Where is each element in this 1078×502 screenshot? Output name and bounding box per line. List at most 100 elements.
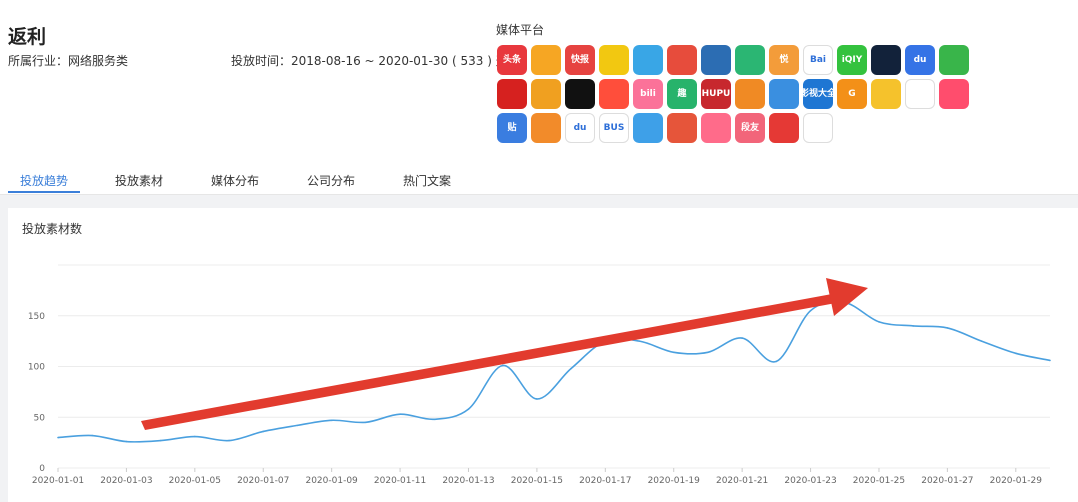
- series-line: [57, 300, 1051, 443]
- tab-trend[interactable]: 投放趋势: [20, 174, 69, 188]
- media-icon-row: 头条 快报 悦 Bai iQIY du: [497, 45, 987, 75]
- data-point: [433, 418, 436, 421]
- tencent-video-icon[interactable]: [735, 45, 765, 75]
- data-point: [194, 435, 196, 438]
- x-tick-label: 2020-01-27: [921, 476, 973, 486]
- active-tab-indicator: [8, 191, 80, 193]
- page-title: 返利: [8, 26, 47, 48]
- swallow-icon[interactable]: [769, 79, 799, 109]
- x-tick-label: 2020-01-05: [169, 476, 221, 486]
- tieba-icon[interactable]: 贴: [497, 113, 527, 143]
- baidu-search-icon[interactable]: Bai: [803, 45, 833, 75]
- ifeng-icon[interactable]: [667, 45, 697, 75]
- tab-hot-copy[interactable]: 热门文案: [403, 174, 452, 188]
- data-point: [878, 321, 880, 323]
- x-tick-label: 2020-01-03: [100, 476, 152, 486]
- x-tick-label: 2020-01-11: [374, 476, 426, 486]
- douyin-icon[interactable]: [565, 79, 595, 109]
- x-tick-label: 2020-01-23: [784, 476, 836, 486]
- data-point: [741, 337, 743, 339]
- period-text: 投放时间：2018-08-16 ~ 2020-01-30 ( 533 ) 天: [231, 54, 508, 68]
- industry-text: 所属行业：网络服务类: [8, 54, 129, 68]
- media-icon-row: bili 趣 HUPU 影视大全 G: [497, 79, 987, 109]
- kuaibao-icon[interactable]: 快报: [565, 45, 595, 75]
- data-point: [125, 440, 128, 443]
- yingshi-daquan-icon[interactable]: 影视大全: [803, 79, 833, 109]
- qutoutiao-icon[interactable]: 趣: [667, 79, 697, 109]
- data-point: [159, 439, 162, 442]
- bilibili-icon[interactable]: bili: [633, 79, 663, 109]
- data-point: [536, 398, 538, 400]
- data-point: [809, 309, 812, 312]
- baidu-du-icon[interactable]: du: [905, 45, 935, 75]
- arrow-head: [826, 278, 868, 316]
- x-tick-label: 2020-01-09: [305, 476, 358, 486]
- video-play-icon[interactable]: [939, 79, 969, 109]
- green-app-icon[interactable]: [939, 45, 969, 75]
- baidu-paw-icon[interactable]: du: [565, 113, 595, 143]
- qq-icon[interactable]: [803, 113, 833, 143]
- data-point: [570, 367, 572, 370]
- data-point: [330, 419, 333, 422]
- tab-bar: 投放趋势 投放素材 媒体分布 公司分布 热门文案: [0, 160, 1078, 195]
- data-point: [399, 413, 401, 416]
- wannianli-icon[interactable]: [667, 113, 697, 143]
- data-point: [228, 439, 230, 442]
- g-app-icon[interactable]: G: [837, 79, 867, 109]
- media-icon-grid: 头条 快报悦 Bai iQIY du bili 趣 HUPU 影视大全 G 贴 du BUS 段友: [497, 45, 987, 147]
- x-tick-label: 2020-01-19: [648, 476, 701, 486]
- qiyi-bubble-icon[interactable]: [701, 45, 731, 75]
- pink-face-icon[interactable]: [701, 113, 731, 143]
- x-tick-label: 2020-01-15: [511, 476, 563, 486]
- play-red-icon[interactable]: [599, 79, 629, 109]
- duanyou-icon[interactable]: 段友: [735, 113, 765, 143]
- chart-card-title: 投放素材数: [22, 222, 83, 236]
- cartoon-face-icon[interactable]: [769, 113, 799, 143]
- trend-line-chart: 0 50 100 150 2020-01-01 2020-01-03 2020-01-05 2…: [28, 264, 1051, 486]
- arrow-shaft: [141, 294, 836, 430]
- data-point: [365, 421, 367, 424]
- y-tick-label: 100: [28, 363, 45, 373]
- ring-app-icon[interactable]: [905, 79, 935, 109]
- kuaishou-icon[interactable]: [599, 45, 629, 75]
- media-icon-row: 贴 du BUS 段友: [497, 113, 987, 143]
- youku-record-icon[interactable]: [497, 79, 527, 109]
- photos-icon[interactable]: [531, 79, 561, 109]
- x-tick-label: 2020-01-01: [32, 476, 84, 486]
- media-platform-label: 媒体平台: [496, 23, 545, 37]
- data-point: [57, 436, 59, 439]
- tab-company-distribution[interactable]: 公司分布: [307, 174, 356, 188]
- qq-browser-icon[interactable]: [633, 45, 663, 75]
- toutiao-icon[interactable]: 头条: [497, 45, 527, 75]
- x-tick-label: 2020-01-29: [990, 476, 1043, 486]
- hupu-icon[interactable]: HUPU: [701, 79, 731, 109]
- bus-icon[interactable]: BUS: [599, 113, 629, 143]
- yue-icon[interactable]: 悦: [769, 45, 799, 75]
- iqiyi-icon[interactable]: iQIY: [837, 45, 867, 75]
- x-tick-label: 2020-01-21: [716, 476, 768, 486]
- weishi-icon[interactable]: [871, 45, 901, 75]
- tab-media-distribution[interactable]: 媒体分布: [211, 174, 260, 188]
- header-panel: 返利 所属行业：网络服务类 投放时间：2018-08-16 ~ 2020-01-…: [0, 0, 1078, 195]
- tab-materials[interactable]: 投放素材: [115, 174, 164, 188]
- 360-browser-icon[interactable]: [531, 45, 561, 75]
- data-point: [296, 424, 299, 427]
- yellow-face-icon[interactable]: [871, 79, 901, 109]
- chart-card: 投放素材数 0 50 100 150 2020-01-01 2020-01-03 2020-…: [8, 208, 1078, 502]
- data-point: [946, 327, 949, 329]
- data-point: [501, 364, 504, 367]
- data-point: [91, 434, 94, 437]
- weather-icon[interactable]: [633, 113, 663, 143]
- data-point: [980, 340, 983, 342]
- orange-app-icon[interactable]: [735, 79, 765, 109]
- data-point: [467, 408, 470, 410]
- y-tick-label: 50: [34, 413, 46, 423]
- x-tick-label: 2020-01-07: [237, 476, 289, 486]
- x-tick-label: 2020-01-25: [853, 476, 905, 486]
- data-point: [912, 325, 914, 327]
- data-point: [775, 360, 778, 363]
- ks-orange-icon[interactable]: [531, 113, 561, 143]
- data-point: [1014, 352, 1017, 355]
- data-point: [707, 351, 709, 354]
- x-tick-label: 2020-01-17: [579, 476, 631, 486]
